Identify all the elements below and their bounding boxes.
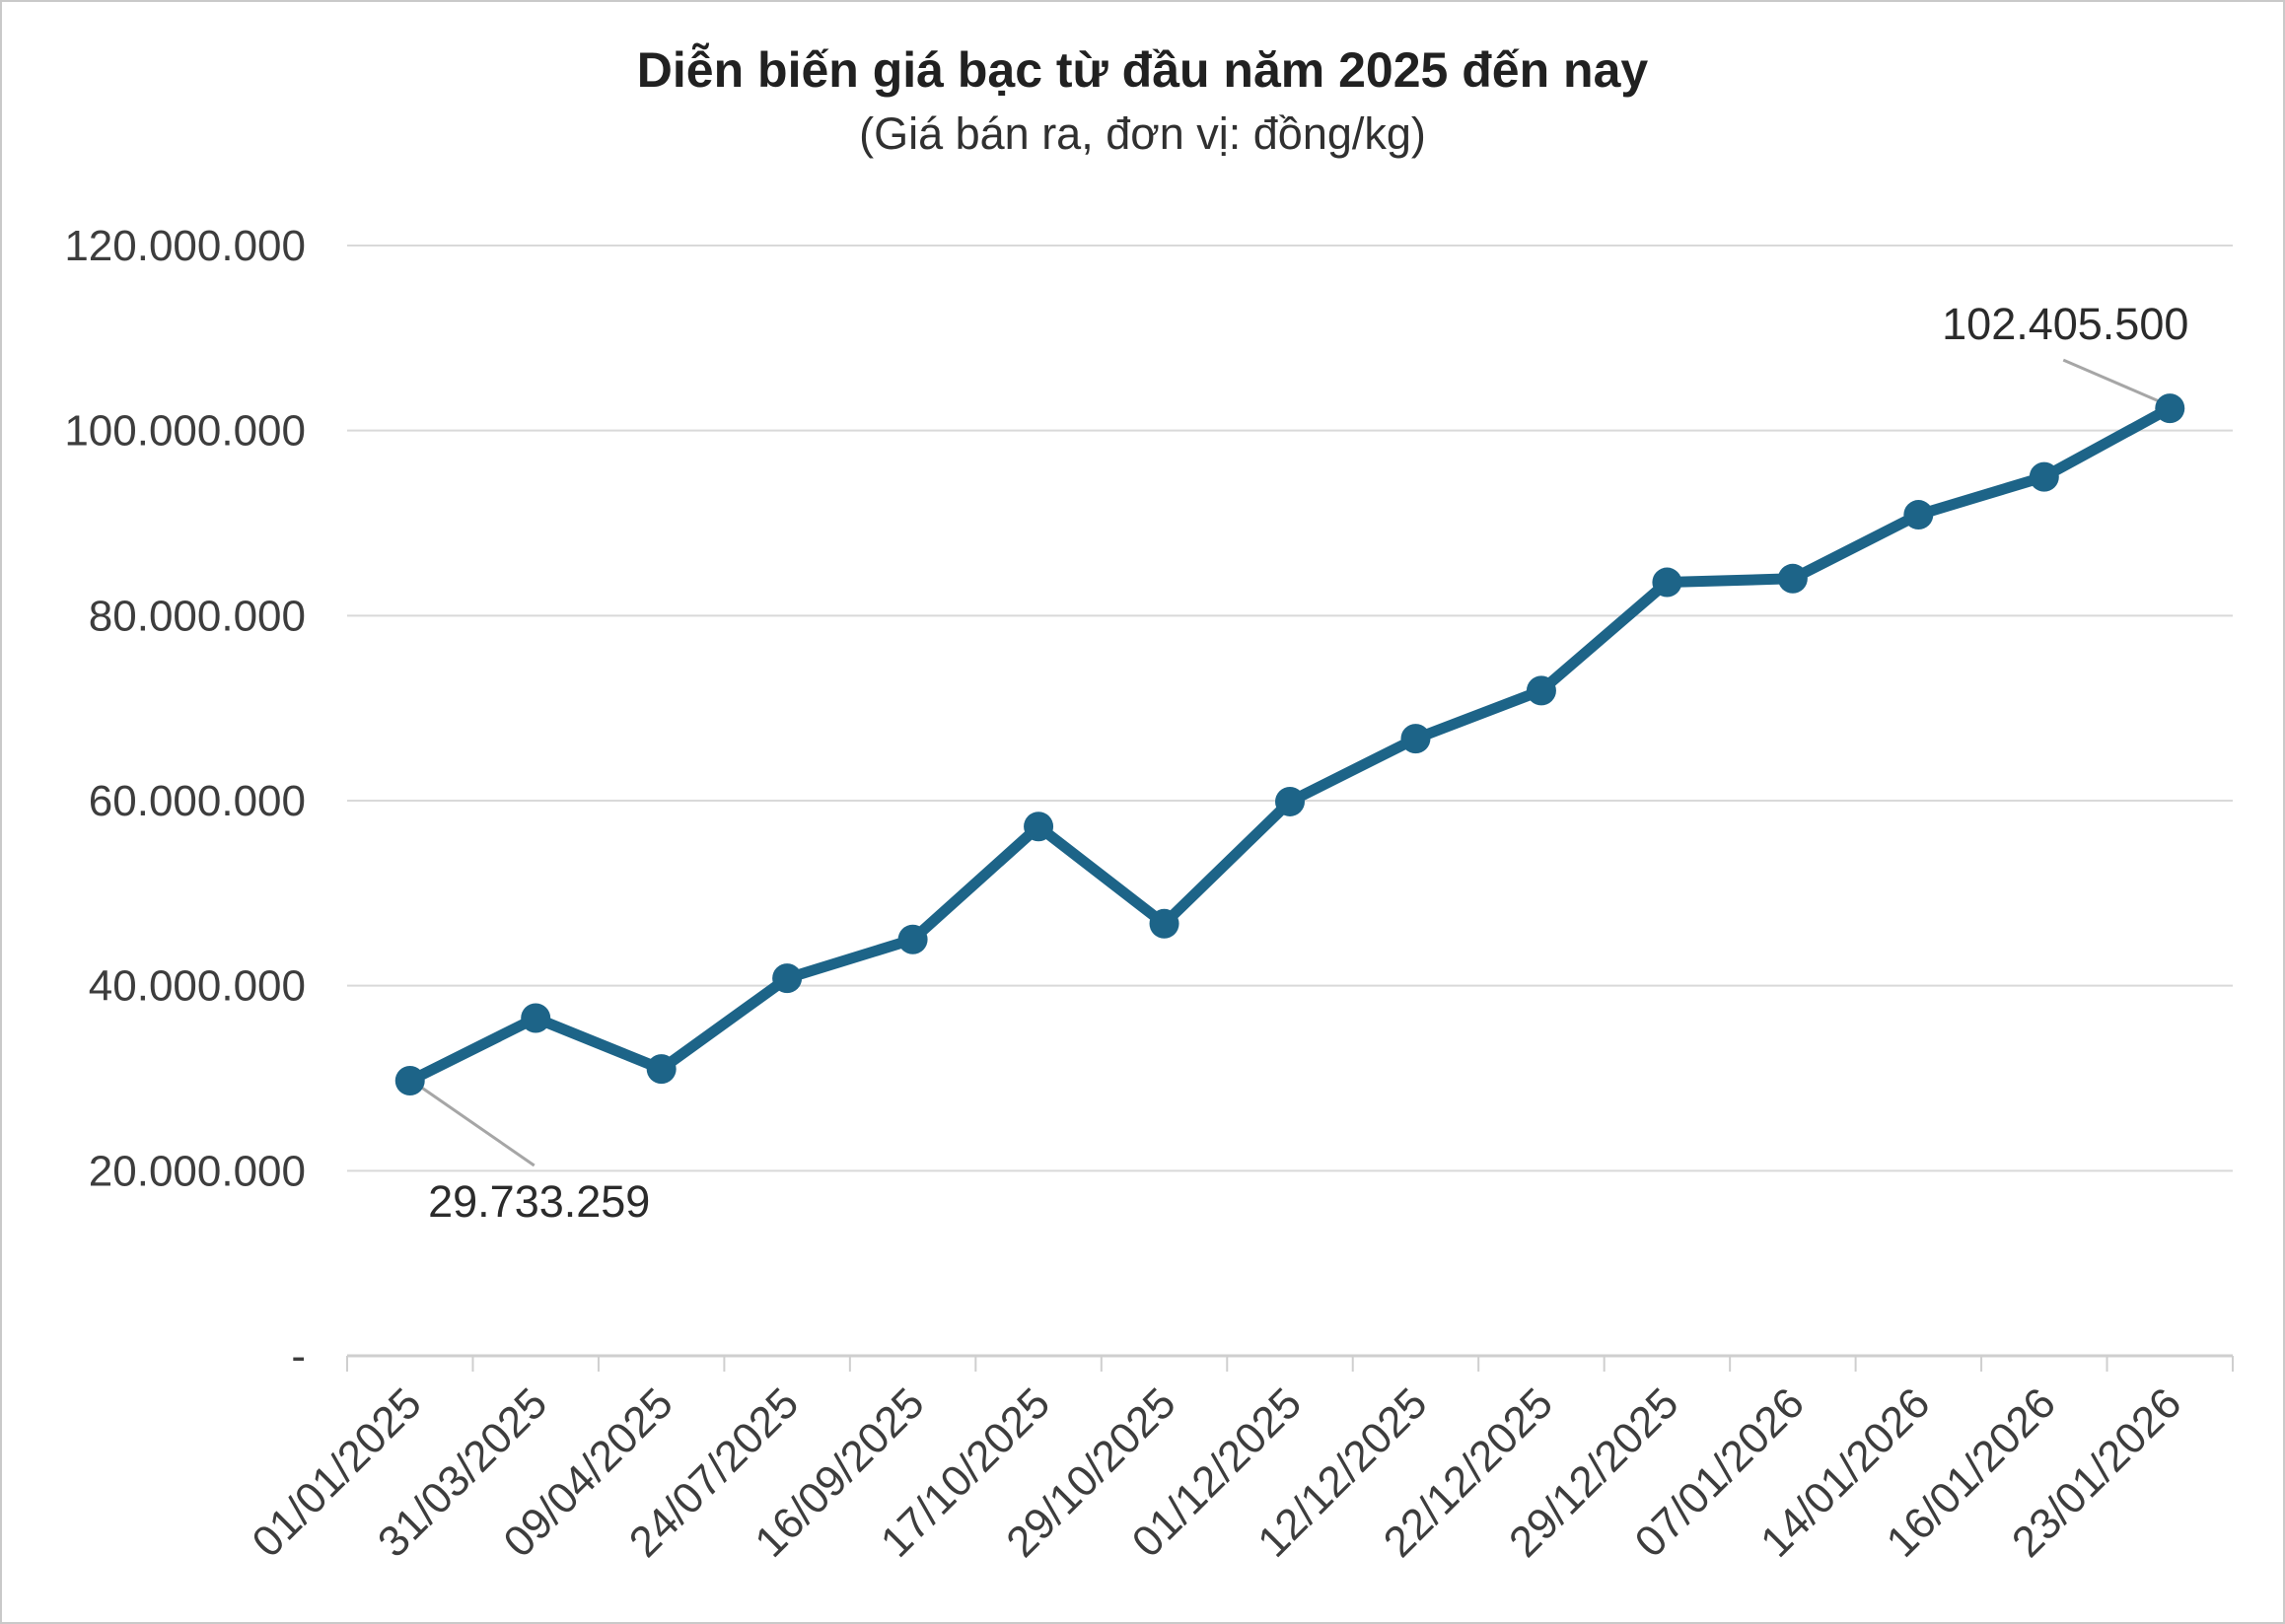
chart-title: Diễn biến giá bạc từ đầu năm 2025 đến na… xyxy=(636,42,1649,98)
annotation-label-last-value: 102.405.500 xyxy=(1942,299,2188,349)
data-point-marker xyxy=(1149,908,1179,939)
data-point-marker xyxy=(2155,393,2185,424)
data-point-marker xyxy=(1777,563,1808,594)
data-point-marker xyxy=(646,1054,677,1085)
data-point-marker xyxy=(2029,461,2059,492)
y-axis-label: 60.000.000 xyxy=(89,777,306,825)
data-point-marker xyxy=(897,924,928,954)
annotation-label-first-value: 29.733.259 xyxy=(428,1176,650,1227)
y-axis-label: 100.000.000 xyxy=(64,407,306,456)
annotation-leader-line xyxy=(417,1084,536,1167)
data-point-marker xyxy=(394,1066,425,1096)
y-axis-label: 40.000.000 xyxy=(89,962,306,1011)
y-axis-label: 20.000.000 xyxy=(89,1147,306,1195)
data-point-marker xyxy=(521,1003,551,1033)
data-point-marker xyxy=(1275,786,1305,816)
data-point-marker xyxy=(1903,500,1934,530)
y-axis-label: 120.000.000 xyxy=(64,222,306,270)
data-point-marker xyxy=(772,963,803,994)
data-point-marker xyxy=(1526,675,1556,706)
y-axis-label: - xyxy=(291,1332,306,1380)
data-point-marker xyxy=(1400,724,1431,754)
data-point-marker xyxy=(1652,567,1682,598)
chart-subtitle: (Giá bán ra, đơn vị: đồng/kg) xyxy=(859,108,1426,159)
annotation-leader-line xyxy=(2062,358,2165,405)
y-axis-label: 80.000.000 xyxy=(89,592,306,640)
data-point-marker xyxy=(1024,812,1054,842)
